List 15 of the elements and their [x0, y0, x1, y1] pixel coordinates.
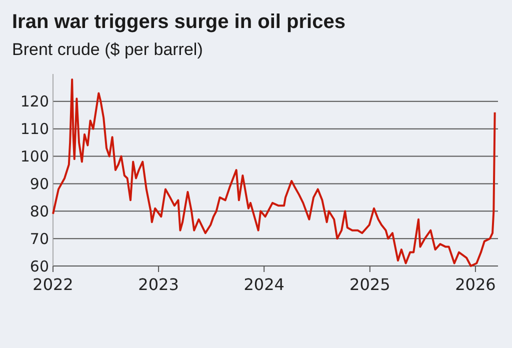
y-tick-label: 70 [30, 230, 49, 248]
y-tick-label: 80 [30, 202, 49, 220]
y-tick-label: 60 [30, 257, 49, 276]
chart-subtitle: Brent crude ($ per barrel) [12, 40, 203, 59]
x-tick-label: 2025 [350, 275, 390, 294]
y-tick-label: 120 [20, 92, 49, 111]
y-tick-label: 110 [20, 120, 49, 138]
x-tick-label: 2026 [455, 275, 496, 294]
y-tick-label: 90 [30, 174, 49, 193]
chart-title: Iran war triggers surge in oil prices [12, 11, 346, 33]
x-tick-label: 2023 [138, 275, 179, 294]
x-tick-label: 2022 [32, 275, 74, 294]
line-series [52, 78, 496, 267]
y-tick-label: 100 [20, 148, 49, 166]
x-tick-label: 2024 [244, 275, 284, 294]
